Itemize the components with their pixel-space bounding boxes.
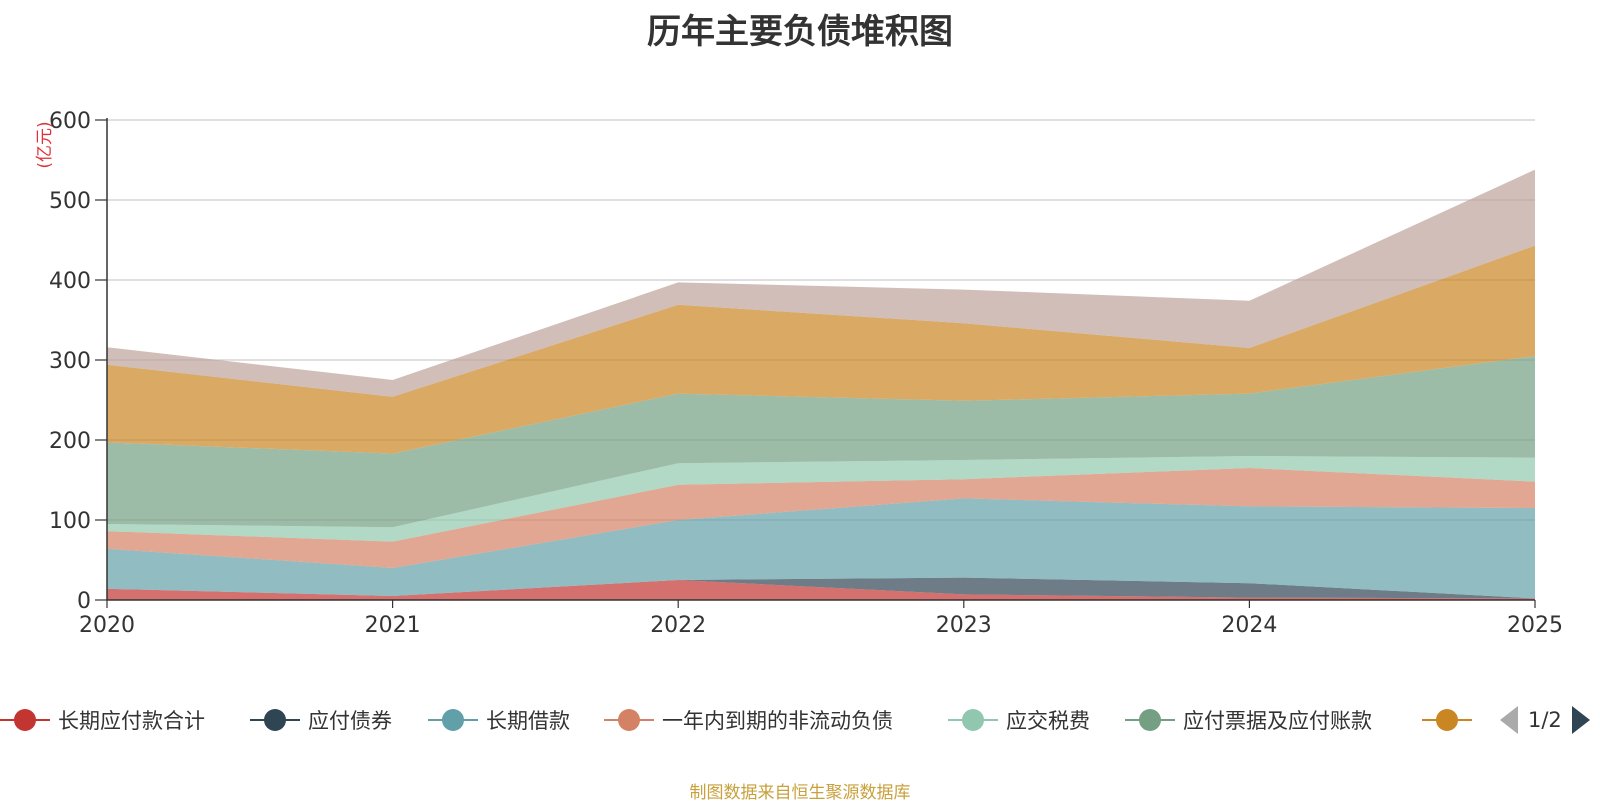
legend-pager: 1/2	[1500, 700, 1590, 740]
legend-swatch-icon	[948, 707, 998, 733]
x-tick-label: 2025	[1507, 613, 1563, 638]
area-series-0[interactable]	[107, 580, 1535, 600]
legend-item-4[interactable]: 应交税费	[948, 700, 1090, 740]
chart-title: 历年主要负债堆积图	[647, 12, 953, 52]
x-tick-label: 2021	[365, 613, 421, 638]
legend-label: 应付债券	[308, 709, 392, 733]
x-tick-label: 2022	[650, 613, 706, 638]
area-series-5[interactable]	[107, 356, 1535, 528]
area-series-4[interactable]	[107, 456, 1535, 542]
legend-item-2[interactable]: 长期借款	[428, 700, 570, 740]
legend-item-5[interactable]: 应付票据及应付账款	[1125, 700, 1372, 740]
legend-swatch-icon	[428, 707, 478, 733]
area-series	[107, 169, 1535, 600]
x-tick-label: 2024	[1221, 613, 1277, 638]
legend-swatch-icon	[1422, 707, 1472, 733]
legend-next-arrow-icon[interactable]	[1571, 706, 1590, 734]
y-tick-label: 600	[49, 109, 91, 134]
area-series-7[interactable]	[107, 169, 1535, 397]
legend-item-1[interactable]: 应付债券	[250, 700, 392, 740]
legend-swatch-icon	[604, 707, 654, 733]
legend-label: 长期应付款合计	[58, 709, 205, 733]
y-tick-label: 500	[49, 189, 91, 214]
legend-label: 一年内到期的非流动负债	[662, 709, 893, 733]
axes: 0 100 200 300 400 500 600 2020 2021 2022 2023 2024 2…	[49, 109, 1563, 638]
area-series-2[interactable]	[107, 498, 1535, 599]
legend-swatch-icon	[0, 707, 50, 733]
legend-label: 长期借款	[486, 709, 570, 733]
legend-label: 应交税费	[1006, 709, 1090, 733]
legend-swatch-icon	[250, 707, 300, 733]
legend-swatch-icon	[1125, 707, 1175, 733]
legend: 长期应付款合计 应付债券 长期借款 一年内到期的非流动负债 应交税费 应付票据及应付账款	[0, 700, 1600, 740]
legend-page-indicator: 1/2	[1528, 708, 1562, 732]
stacked-area-chart: 0 100 200 300 400 500 600 2020 2021 2022 2023 2024 2…	[35, 109, 1563, 638]
y-axis-unit-label: (亿元)	[35, 121, 55, 168]
legend-label: 应付票据及应付账款	[1183, 709, 1372, 733]
y-tick-label: 100	[49, 509, 91, 534]
source-note: 制图数据来自恒生聚源数据库	[689, 783, 911, 803]
area-series-3[interactable]	[107, 468, 1535, 568]
area-series-1[interactable]	[107, 577, 1535, 599]
legend-item-3[interactable]: 一年内到期的非流动负债	[604, 700, 893, 740]
x-tick-label: 2023	[936, 613, 992, 638]
y-tick-label: 400	[49, 269, 91, 294]
legend-item-0[interactable]: 长期应付款合计	[0, 700, 205, 740]
area-series-6[interactable]	[107, 245, 1535, 454]
legend-prev-arrow-icon[interactable]	[1500, 706, 1518, 734]
legend-item-6[interactable]	[1422, 700, 1480, 740]
y-tick-label: 200	[49, 429, 91, 454]
y-tick-label: 300	[49, 349, 91, 374]
y-tick-label: 0	[77, 589, 91, 614]
x-tick-label: 2020	[79, 613, 135, 638]
